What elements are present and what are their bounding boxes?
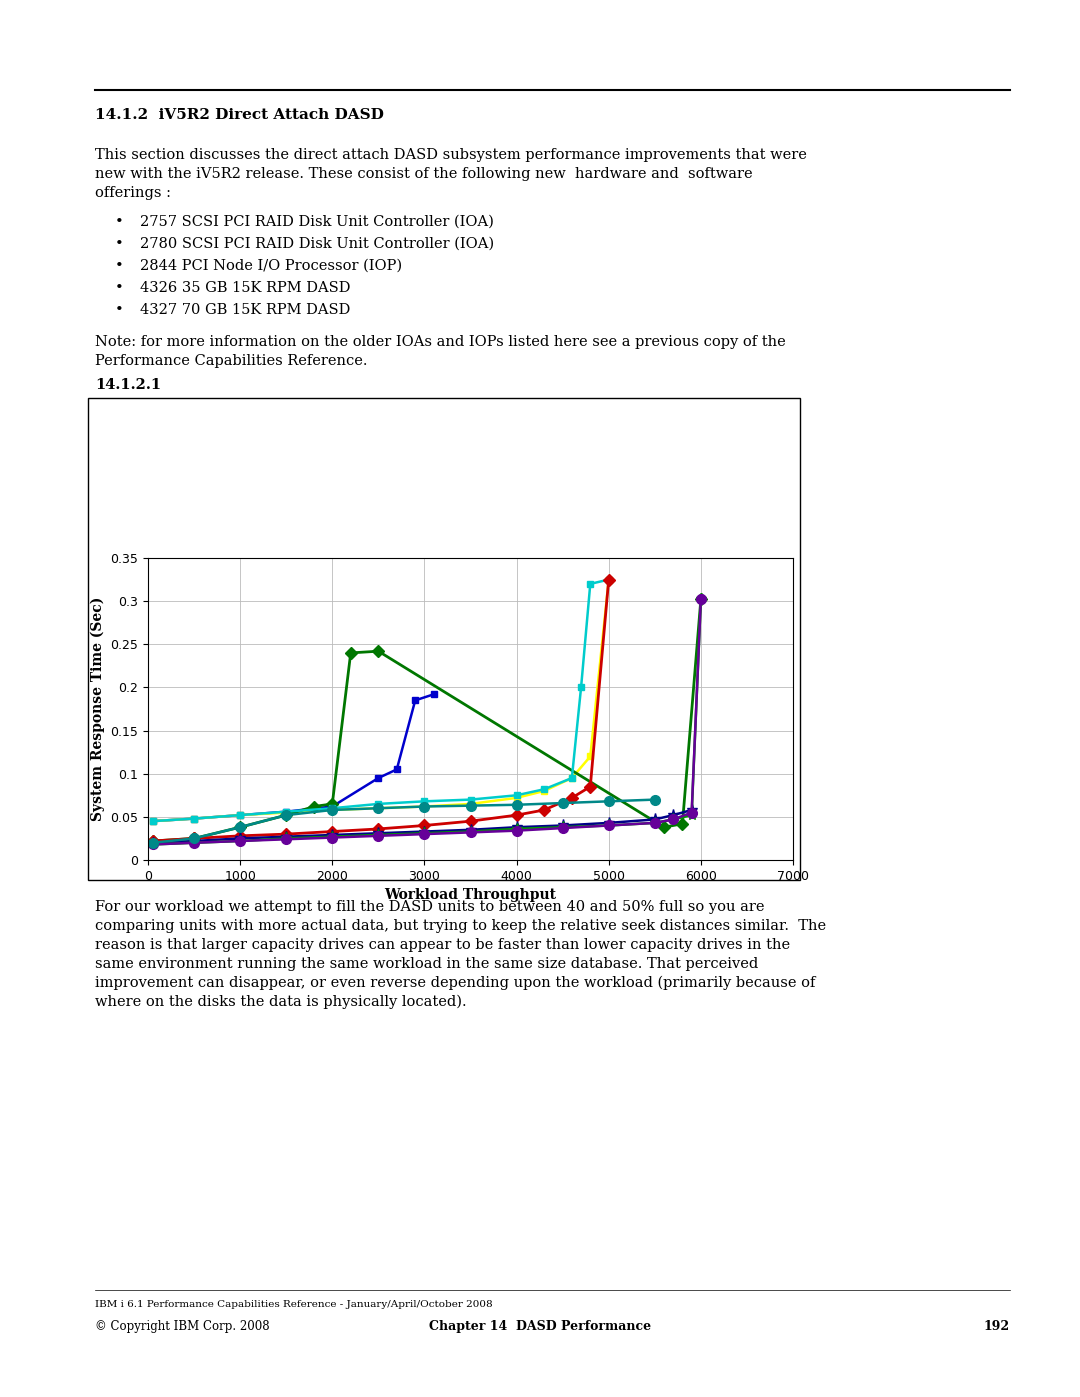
Text: •: • (114, 258, 123, 272)
Text: Compare 2778/2757 & 5074 vs 5094: Compare 2778/2757 & 5074 vs 5094 (391, 439, 689, 453)
Text: IBM i 6.1 Performance Capabilities Reference - January/April/October 2008: IBM i 6.1 Performance Capabilities Refer… (95, 1301, 492, 1309)
Text: Note: for more information on the older IOAs and IOPs listed here see a previous: Note: for more information on the older … (95, 335, 786, 349)
Text: •: • (114, 237, 123, 251)
Text: 40% DASD Subsystem Utilization: 40% DASD Subsystem Utilization (485, 518, 674, 528)
Text: 2757/4326 5094 tower 35GB 15K rpm: 2757/4326 5094 tower 35GB 15K rpm (485, 467, 701, 478)
Text: improvement can disappear, or even reverse depending upon the workload (primaril: improvement can disappear, or even rever… (95, 977, 815, 990)
X-axis label: Workload Throughput: Workload Throughput (384, 888, 556, 902)
Text: Chapter 14  DASD Performance: Chapter 14 DASD Performance (429, 1320, 651, 1333)
Text: comparing units with more actual data, but trying to keep the relative seek dist: comparing units with more actual data, b… (95, 919, 826, 933)
Text: where on the disks the data is physically located).: where on the disks the data is physicall… (95, 995, 467, 1010)
Text: 2757/6719 5074 tower 35GB 10K rpm: 2757/6719 5074 tower 35GB 10K rpm (143, 518, 359, 528)
Text: 4326 35 GB 15K RPM DASD: 4326 35 GB 15K RPM DASD (140, 281, 351, 295)
Text: © Copyright IBM Corp. 2008: © Copyright IBM Corp. 2008 (95, 1320, 270, 1333)
Text: 2757/6718 5074 tower 18GB 10K rpm: 2757/6718 5074 tower 18GB 10K rpm (143, 485, 359, 495)
Text: 2780 SCSI PCI RAID Disk Unit Controller (IOA): 2780 SCSI PCI RAID Disk Unit Controller … (140, 237, 495, 251)
Text: new with the iV5R2 release. These consist of the following new  hardware and  so: new with the iV5R2 release. These consis… (95, 168, 753, 182)
Text: offerings :: offerings : (95, 186, 171, 200)
Text: 192: 192 (984, 1320, 1010, 1333)
Text: 2778/6719 5074 tower 35GB 10K rpm: 2778/6719 5074 tower 35GB 10K rpm (143, 502, 359, 511)
Text: I/O Intensive Workload Performance Comparison: I/O Intensive Workload Performance Compa… (320, 420, 760, 437)
Text: 2757/4327 5094 tower 70GB 15K rpm: 2757/4327 5094 tower 70GB 15K rpm (485, 485, 701, 495)
Text: 2757 SCSI PCI RAID Disk Unit Controller (IOA): 2757 SCSI PCI RAID Disk Unit Controller … (140, 215, 495, 229)
Text: Performance Capabilities Reference.: Performance Capabilities Reference. (95, 353, 367, 367)
Y-axis label: System Response Time (Sec): System Response Time (Sec) (91, 597, 105, 821)
Text: same environment running the same workload in the same size database. That perce: same environment running the same worklo… (95, 957, 758, 971)
Text: 4327 70 GB 15K RPM DASD: 4327 70 GB 15K RPM DASD (140, 303, 351, 317)
Text: 2757/6719 5094 tower 35GB 10K rpm: 2757/6719 5094 tower 35GB 10K rpm (143, 535, 359, 545)
Text: 2778/6718 5074 tower 18GB 10K rpm: 2778/6718 5074 tower 18GB 10K rpm (143, 467, 359, 478)
Text: 2844 PCI Node I/O Processor (IOP): 2844 PCI Node I/O Processor (IOP) (140, 258, 403, 272)
Text: 14.1.2  iV5R2 Direct Attach DASD: 14.1.2 iV5R2 Direct Attach DASD (95, 108, 383, 122)
Text: For our workload we attempt to fill the DASD units to between 40 and 50% full so: For our workload we attempt to fill the … (95, 900, 765, 914)
Text: •: • (114, 303, 123, 317)
Text: reason is that larger capacity drives can appear to be faster than lower capacit: reason is that larger capacity drives ca… (95, 937, 791, 951)
Text: 14.1.2.1: 14.1.2.1 (95, 379, 161, 393)
Text: •: • (114, 281, 123, 295)
Text: •: • (114, 215, 123, 229)
Text: 2757/4328 5094 tower 140GB 15K rpm: 2757/4328 5094 tower 140GB 15K rpm (485, 502, 708, 511)
Text: This section discusses the direct attach DASD subsystem performance improvements: This section discusses the direct attach… (95, 148, 807, 162)
